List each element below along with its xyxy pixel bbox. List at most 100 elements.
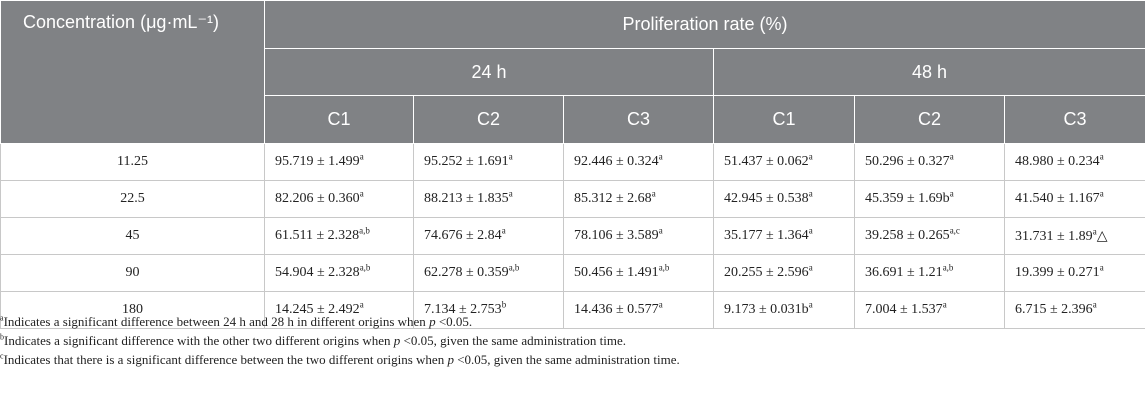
cell-superscript: a,b bbox=[942, 262, 954, 273]
cell-value: 14.436 ± 0.577 bbox=[574, 302, 659, 317]
footnote-text-end: <0.05, given the same administration tim… bbox=[400, 333, 627, 348]
table-row: 180 14.245 ± 2.492a 7.134 ± 2.753b 14.436 ±… bbox=[0, 291, 1145, 329]
footnote-p-symbol: p bbox=[447, 352, 454, 367]
value-cell: 61.511 ± 2.328a,b bbox=[264, 217, 414, 255]
table-row: 45 61.511 ± 2.328a,b 74.676 ± 2.84a 78.106 … bbox=[0, 217, 1145, 255]
cell-value: 6.715 ± 2.396 bbox=[1015, 302, 1093, 317]
cell-value: 39.258 ± 0.265 bbox=[865, 228, 950, 243]
value-cell: 74.676 ± 2.84a bbox=[413, 217, 564, 255]
value-cell: 95.719 ± 1.499a bbox=[264, 143, 414, 181]
col-header-24h-c1: C1 bbox=[264, 95, 414, 144]
cell-superscript: a bbox=[359, 188, 364, 199]
cell-value: 9.173 ± 0.031b bbox=[724, 302, 809, 317]
value-cell: 50.296 ± 0.327a bbox=[854, 143, 1005, 181]
cell-superscript: a,b bbox=[508, 262, 520, 273]
proliferation-table: Concentration (μg·mL⁻¹) Proliferation ra… bbox=[0, 0, 1145, 329]
cell-value: 48.980 ± 0.234 bbox=[1015, 154, 1100, 169]
cell-superscript: a bbox=[1099, 188, 1104, 199]
table-row: 11.25 95.719 ± 1.499a 95.252 ± 1.691a 92.44… bbox=[0, 143, 1145, 181]
cell-value: 92.446 ± 0.324 bbox=[574, 154, 659, 169]
value-cell: 14.436 ± 0.577a bbox=[563, 291, 714, 329]
footnote-p-symbol: p bbox=[429, 314, 436, 329]
value-cell: 9.173 ± 0.031ba bbox=[713, 291, 855, 329]
value-cell: 19.399 ± 0.271a bbox=[1003, 254, 1145, 292]
cell-value: 20.255 ± 2.596 bbox=[724, 265, 809, 280]
footnote-text-end: <0.05, given the same administration tim… bbox=[453, 352, 680, 367]
value-cell: 14.245 ± 2.492a bbox=[264, 291, 414, 329]
concentration-header: Concentration (μg·mL⁻¹) bbox=[0, 0, 265, 144]
cell-value: 45.359 ± 1.69b bbox=[865, 191, 950, 206]
cell-value: 62.278 ± 0.359 bbox=[424, 265, 509, 280]
value-cell: 36.691 ± 1.21a,b bbox=[854, 254, 1005, 292]
cell-superscript: a bbox=[359, 299, 364, 310]
cell-superscript: a bbox=[658, 299, 663, 310]
footnote-p-symbol: p bbox=[393, 333, 401, 348]
cell-value: 88.213 ± 1.835 bbox=[424, 191, 509, 206]
col-header-24h-c3: C3 bbox=[563, 95, 714, 144]
cell-value: 51.437 ± 0.062 bbox=[724, 154, 809, 169]
value-cell: 39.258 ± 0.265a,c bbox=[854, 217, 1005, 255]
value-cell: 54.904 ± 2.328a,b bbox=[264, 254, 414, 292]
value-cell: 51.437 ± 0.062a bbox=[713, 143, 855, 181]
cell-superscript: a,b bbox=[658, 262, 670, 273]
concentration-cell: 45 bbox=[0, 217, 265, 255]
footnotes: aIndicates a significant difference betw… bbox=[0, 312, 1145, 369]
value-cell: 48.980 ± 0.234a bbox=[1003, 143, 1145, 181]
cell-superscript: a bbox=[1099, 151, 1104, 162]
concentration-cell: 22.5 bbox=[0, 180, 265, 218]
time-48h-header: 48 h bbox=[712, 48, 1145, 96]
cell-superscript: a bbox=[949, 151, 954, 162]
footnote: aIndicates a significant difference betw… bbox=[0, 312, 1145, 331]
proliferation-header: Proliferation rate (%) bbox=[263, 0, 1145, 49]
cell-trailing-mark: △ bbox=[1096, 228, 1108, 244]
cell-superscript: a bbox=[658, 225, 663, 236]
value-cell: 31.731 ± 1.89a△ bbox=[1003, 217, 1145, 255]
cell-value: 54.904 ± 2.328 bbox=[275, 265, 360, 280]
value-cell: 7.134 ± 2.753b bbox=[413, 291, 564, 329]
footnote: cIndicates that there is a significant d… bbox=[0, 350, 1145, 369]
cell-value: 50.456 ± 1.491 bbox=[574, 265, 659, 280]
footnote-text: Indicates that there is a significant di… bbox=[3, 352, 448, 367]
cell-superscript: a bbox=[501, 225, 506, 236]
concentration-cell: 90 bbox=[0, 254, 265, 292]
cell-value: 82.206 ± 0.360 bbox=[275, 191, 360, 206]
cell-value: 95.252 ± 1.691 bbox=[424, 154, 509, 169]
cell-superscript: a bbox=[1092, 225, 1097, 236]
col-header-48h-c2: C2 bbox=[854, 95, 1005, 144]
cell-value: 35.177 ± 1.364 bbox=[724, 228, 809, 243]
cell-superscript: a bbox=[942, 299, 947, 310]
cell-value: 7.004 ± 1.537 bbox=[865, 302, 943, 317]
cell-value: 41.540 ± 1.167 bbox=[1015, 191, 1100, 206]
footnote-mark: a bbox=[0, 313, 4, 323]
value-cell: 95.252 ± 1.691a bbox=[413, 143, 564, 181]
cell-superscript: a bbox=[1099, 262, 1104, 273]
cell-value: 31.731 ± 1.89 bbox=[1015, 228, 1093, 244]
cell-superscript: a bbox=[808, 262, 813, 273]
value-cell: 42.945 ± 0.538a bbox=[713, 180, 855, 218]
cell-superscript: a bbox=[808, 225, 813, 236]
value-cell: 6.715 ± 2.396a bbox=[1003, 291, 1145, 329]
cell-value: 61.511 ± 2.328 bbox=[275, 228, 360, 243]
cell-value: 78.106 ± 3.589 bbox=[574, 228, 659, 243]
cell-superscript: a,b bbox=[359, 262, 371, 273]
cell-value: 85.312 ± 2.68 bbox=[574, 191, 652, 206]
cell-superscript: a bbox=[658, 151, 663, 162]
cell-superscript: a bbox=[508, 188, 513, 199]
cell-value: 14.245 ± 2.492 bbox=[275, 302, 360, 317]
footnote-text: Indicates a significant difference betwe… bbox=[3, 314, 430, 329]
value-cell: 88.213 ± 1.835a bbox=[413, 180, 564, 218]
value-cell: 7.004 ± 1.537a bbox=[854, 291, 1005, 329]
cell-superscript: a bbox=[808, 151, 813, 162]
cell-value: 74.676 ± 2.84 bbox=[424, 228, 502, 243]
footnote-mark: b bbox=[0, 332, 4, 342]
footnote-text-end: <0.05. bbox=[435, 314, 473, 329]
col-header-24h-c2: C2 bbox=[413, 95, 564, 144]
cell-superscript: a,c bbox=[949, 225, 960, 236]
cell-value: 19.399 ± 0.271 bbox=[1015, 265, 1100, 280]
footnote: bIndicates a significant difference with… bbox=[0, 331, 1145, 350]
cell-value: 95.719 ± 1.499 bbox=[275, 154, 360, 169]
time-24h-header: 24 h bbox=[264, 48, 714, 96]
cell-superscript: a,b bbox=[359, 225, 370, 236]
cell-superscript: a bbox=[359, 151, 364, 162]
value-cell: 20.255 ± 2.596a bbox=[713, 254, 855, 292]
